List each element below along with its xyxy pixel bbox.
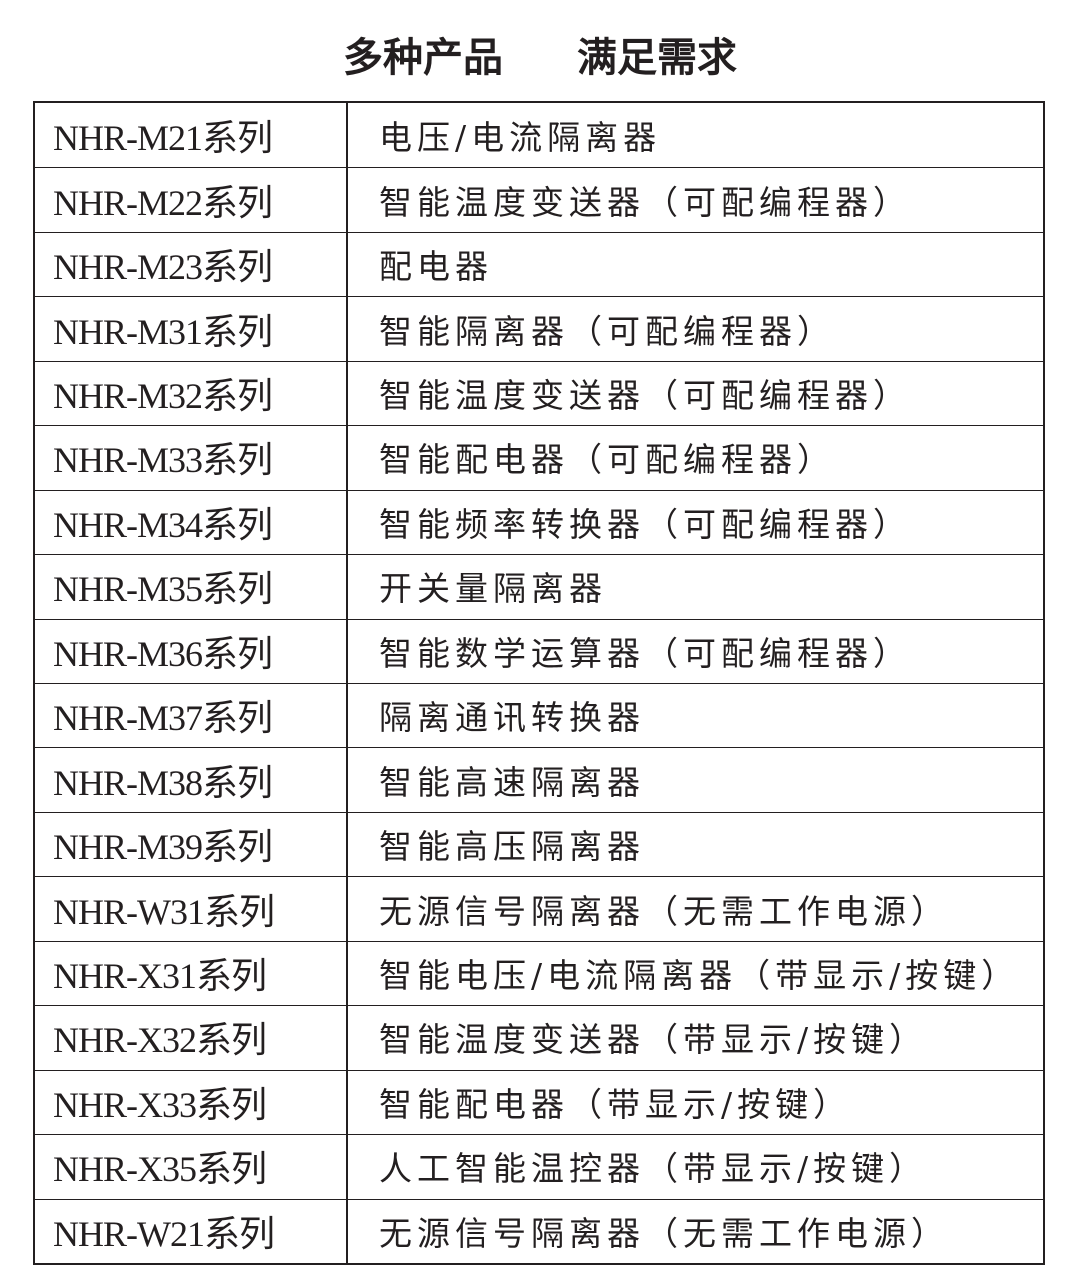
description-cell: 智能隔离器（可配编程器） xyxy=(379,311,835,351)
description-cell: 智能高速隔离器 xyxy=(379,762,645,802)
table-row: NHR-M38系列 智能高速隔离器 xyxy=(35,747,1043,813)
description-cell: 人工智能温控器（带显示/按键） xyxy=(379,1149,928,1189)
series-cell: NHR-M38系列 xyxy=(53,762,273,803)
table-row: NHR-M23系列 配电器 xyxy=(35,232,1043,298)
table-row: NHR-M31系列 智能隔离器（可配编程器） xyxy=(35,296,1043,362)
product-table: NHR-M21系列 电压/电流隔离器 NHR-M22系列 智能温度变送器（可配编程器）… xyxy=(33,101,1045,1265)
table-row: NHR-X32系列 智能温度变送器（带显示/按键） xyxy=(35,1005,1043,1071)
description-cell: 智能配电器（可配编程器） xyxy=(379,440,835,480)
series-cell: NHR-W21系列 xyxy=(53,1213,275,1254)
series-cell: NHR-M35系列 xyxy=(53,569,273,610)
series-cell: NHR-W31系列 xyxy=(53,891,275,932)
series-cell: NHR-X32系列 xyxy=(53,1020,267,1061)
table-row: NHR-M33系列 智能配电器（可配编程器） xyxy=(35,425,1043,491)
description-cell: 智能频率转换器（可配编程器） xyxy=(379,504,911,544)
description-cell: 智能数学运算器（可配编程器） xyxy=(379,633,911,673)
title-part: 多种产品 xyxy=(343,35,504,81)
table-row: NHR-M34系列 智能频率转换器（可配编程器） xyxy=(35,490,1043,556)
description-cell: 无源信号隔离器（无需工作电源） xyxy=(379,1213,949,1253)
title-part: 满足需求 xyxy=(576,35,737,81)
description-cell: 配电器 xyxy=(379,247,493,287)
description-cell: 智能电压/电流隔离器（带显示/按键） xyxy=(379,955,1020,995)
table-row: NHR-M39系列 智能高压隔离器 xyxy=(35,812,1043,878)
series-cell: NHR-M33系列 xyxy=(53,440,273,481)
series-cell: NHR-M39系列 xyxy=(53,827,273,868)
series-cell: NHR-X33系列 xyxy=(53,1084,267,1125)
table-row: NHR-X33系列 智能配电器（带显示/按键） xyxy=(35,1070,1043,1136)
description-cell: 智能温度变送器（可配编程器） xyxy=(379,182,911,222)
series-cell: NHR-M23系列 xyxy=(53,247,273,288)
table-row: NHR-M36系列 智能数学运算器（可配编程器） xyxy=(35,619,1043,684)
series-cell: NHR-M22系列 xyxy=(53,182,273,223)
table-row: NHR-W31系列 无源信号隔离器（无需工作电源） xyxy=(35,876,1043,942)
description-cell: 智能高压隔离器 xyxy=(379,827,645,867)
table-row: NHR-X31系列 智能电压/电流隔离器（带显示/按键） xyxy=(35,941,1043,1007)
table-row: NHR-M22系列 智能温度变送器（可配编程器） xyxy=(35,167,1043,233)
table-row: NHR-M37系列 隔离通讯转换器 xyxy=(35,683,1043,749)
table-row: NHR-M32系列 智能温度变送器（可配编程器） xyxy=(35,361,1043,427)
table-row: NHR-W21系列 无源信号隔离器（无需工作电源） xyxy=(35,1199,1043,1263)
series-cell: NHR-M37系列 xyxy=(53,698,273,739)
description-cell: 无源信号隔离器（无需工作电源） xyxy=(379,891,949,931)
description-cell: 开关量隔离器 xyxy=(379,569,607,609)
table-row: NHR-X35系列 人工智能温控器（带显示/按键） xyxy=(35,1134,1043,1200)
series-cell: NHR-M31系列 xyxy=(53,311,273,352)
series-cell: NHR-X35系列 xyxy=(53,1149,267,1190)
series-cell: NHR-M34系列 xyxy=(53,504,273,545)
description-cell: 智能温度变送器（可配编程器） xyxy=(379,375,911,415)
series-cell: NHR-M21系列 xyxy=(53,118,273,159)
series-cell: NHR-X31系列 xyxy=(53,955,267,996)
title: 多种产品 满足需求 xyxy=(0,30,1080,86)
description-cell: 隔离通讯转换器 xyxy=(379,698,645,738)
description-cell: 智能配电器（带显示/按键） xyxy=(379,1084,852,1124)
series-cell: NHR-M32系列 xyxy=(53,375,273,416)
table-row: NHR-M21系列 电压/电流隔离器 xyxy=(35,103,1043,169)
description-cell: 智能温度变送器（带显示/按键） xyxy=(379,1020,928,1060)
description-cell: 电压/电流隔离器 xyxy=(379,118,662,158)
series-cell: NHR-M36系列 xyxy=(53,633,273,674)
table-row: NHR-M35系列 开关量隔离器 xyxy=(35,554,1043,620)
